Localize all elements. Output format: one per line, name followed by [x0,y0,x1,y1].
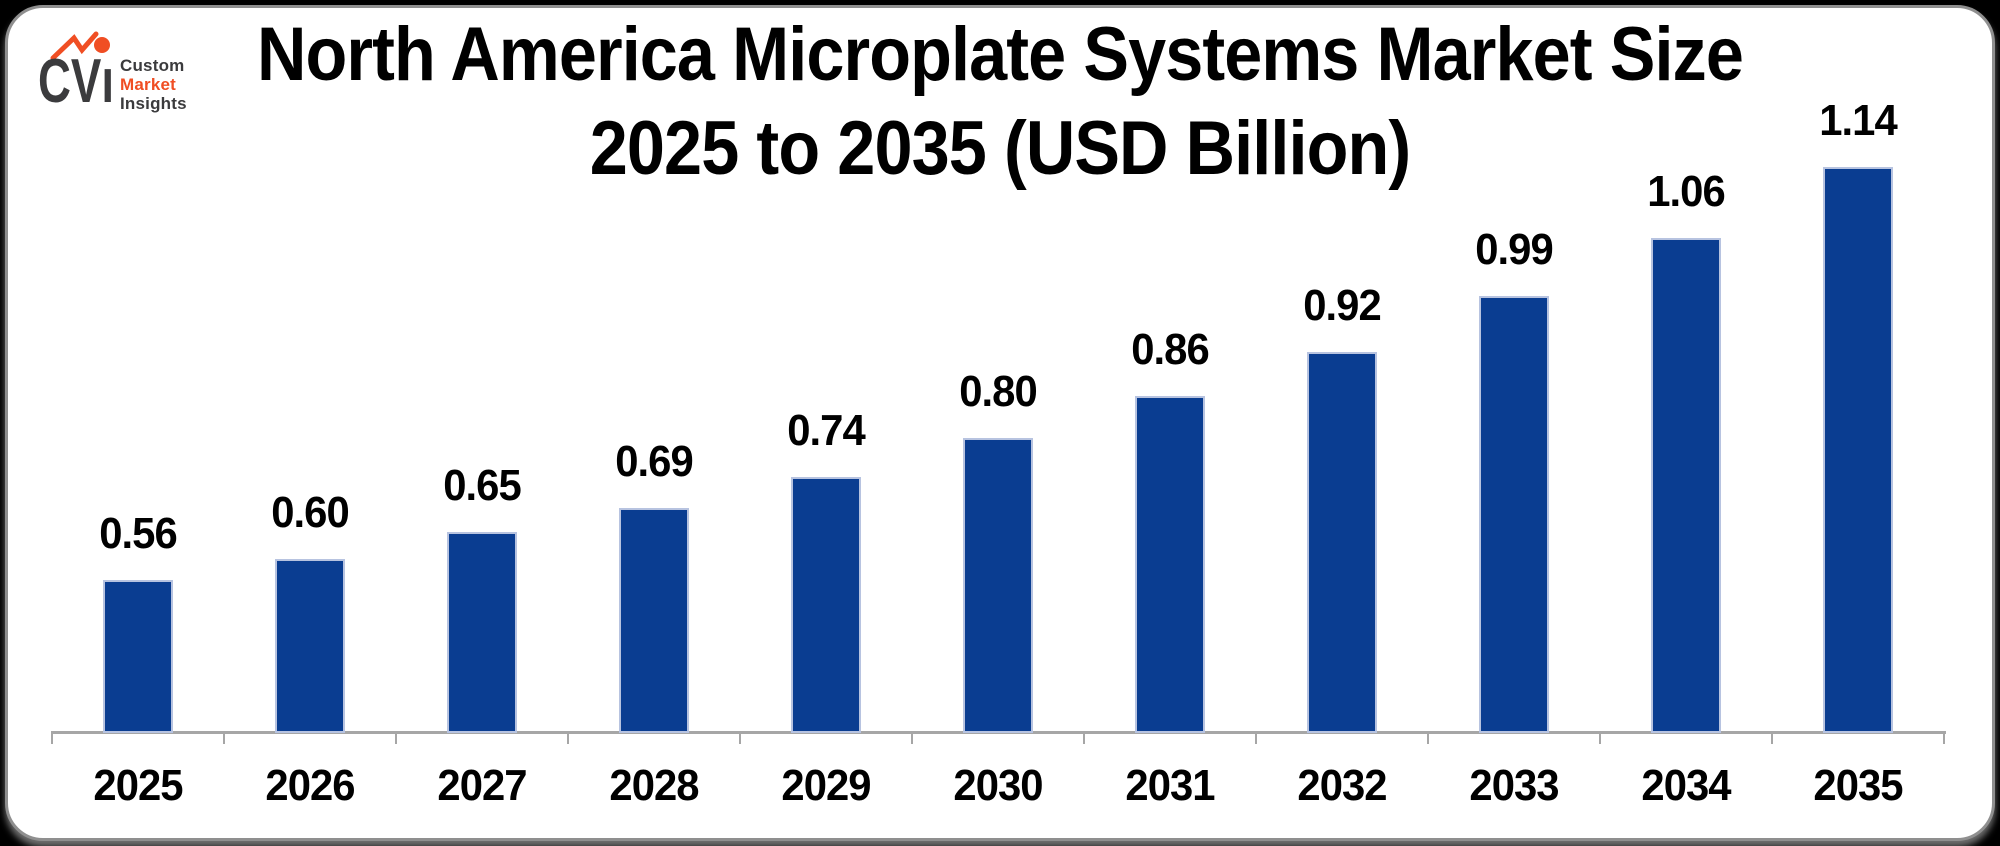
bar [1651,238,1721,733]
bar [447,532,517,733]
x-axis-label: 2032 [1297,761,1387,810]
x-axis-label: 2035 [1813,761,1903,810]
x-axis-tick [1255,733,1257,744]
x-axis-tick [1427,733,1429,744]
logo-word-insights: Insights [120,94,187,113]
bar [963,438,1033,733]
bar-value-label: 1.06 [1647,167,1726,216]
x-axis-tick [395,733,397,744]
bar [791,477,861,733]
x-axis-tick [911,733,913,744]
logo-wordmark: Custom Market Insights [120,56,187,113]
bar-value-label: 0.86 [1131,325,1210,374]
bar-value-label: 0.69 [615,437,694,486]
x-axis-label: 2030 [953,761,1043,810]
bar [1307,352,1377,733]
bar-value-label: 0.65 [443,461,522,510]
bar-value-label: 0.99 [1475,225,1554,274]
x-axis-label: 2033 [1469,761,1559,810]
bar-value-label: 0.80 [959,367,1038,416]
chart-title-line1: North America Microplate Systems Market … [256,12,1744,97]
logo-dot [94,37,110,53]
logo-zigzag-line [50,31,99,61]
chart-title-line2: 2025 to 2035 (USD Billion) [589,106,1411,191]
x-axis-tick [1599,733,1601,744]
x-axis-tick [1771,733,1773,744]
x-axis-tick [1943,733,1945,744]
bar [619,508,689,733]
bar-value-label: 0.74 [787,406,866,455]
bar-value-label: 0.92 [1303,281,1382,330]
bar [103,580,173,733]
x-axis-label: 2028 [609,761,699,810]
bar [1135,396,1205,733]
logo-word-custom: Custom [120,56,185,75]
x-axis-tick [51,733,53,744]
bar-value-label: 0.60 [271,488,350,537]
x-axis-label: 2029 [781,761,871,810]
x-axis-label: 2034 [1641,761,1731,810]
bar [1823,167,1893,733]
bar [275,559,345,733]
x-axis-label: 2027 [437,761,527,810]
x-axis-tick [567,733,569,744]
bar-value-label: 1.14 [1819,96,1898,145]
chart-title: North America Microplate Systems Market … [100,8,1900,196]
x-axis-label: 2025 [93,761,183,810]
cmi-logo: CVı Custom Market Insights [36,30,296,160]
x-axis-label: 2026 [265,761,355,810]
cmi-logo-mark: CVı [38,31,114,116]
logo-word-market: Market [120,75,177,94]
x-axis-tick [739,733,741,744]
bar [1479,296,1549,733]
x-axis-label: 2031 [1125,761,1215,810]
logo-mark-text: CVı [38,47,114,116]
x-axis-tick [1083,733,1085,744]
x-axis-tick [223,733,225,744]
bar-value-label: 0.56 [99,509,178,558]
